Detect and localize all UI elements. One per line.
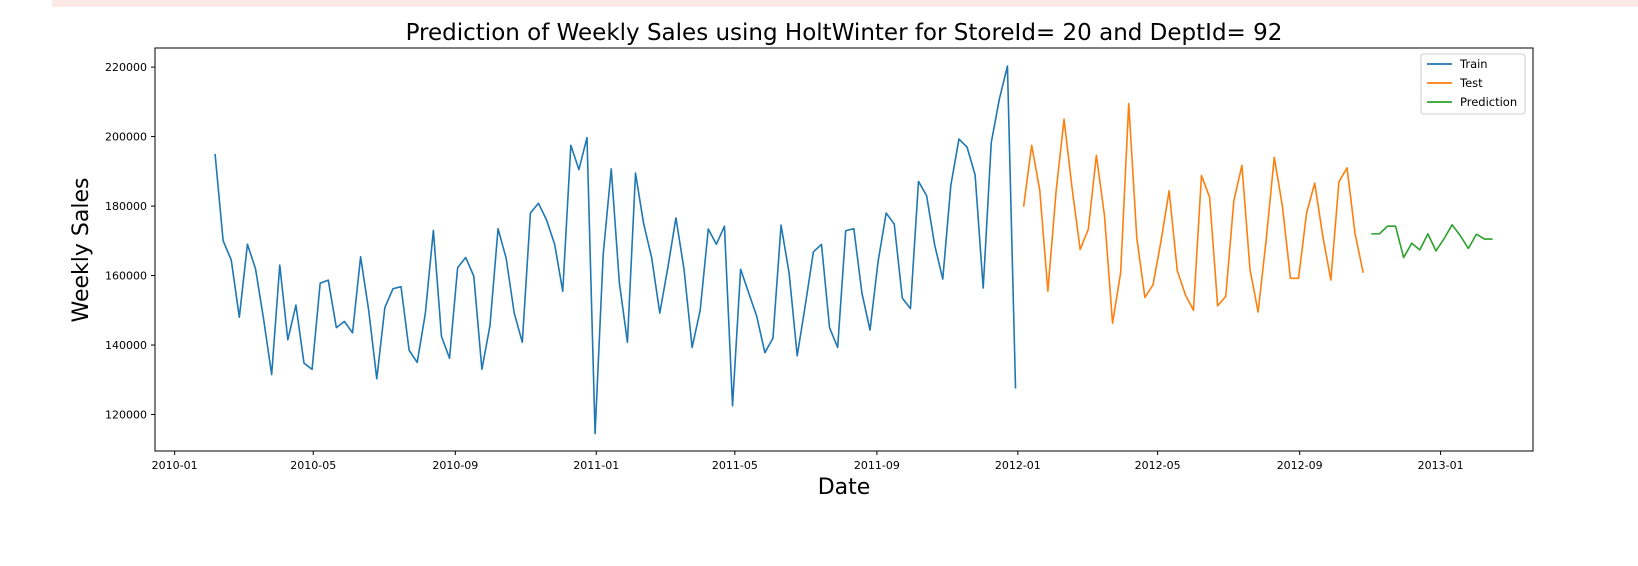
series-line-test <box>1022 102 1364 324</box>
x-tick-label: 2011-09 <box>854 459 900 472</box>
series-line-train <box>214 65 1017 435</box>
series-line-prediction <box>1371 224 1493 259</box>
y-tick-label: 140000 <box>105 339 147 352</box>
legend: Train Test Prediction <box>1420 53 1526 115</box>
legend-label-prediction: Prediction <box>1460 95 1517 109</box>
x-tick-label: 2013-01 <box>1418 459 1464 472</box>
legend-box <box>1420 53 1526 115</box>
top-highlight-band <box>52 0 1638 7</box>
x-tick-label: 2010-05 <box>290 459 336 472</box>
x-tick-label: 2011-05 <box>712 459 758 472</box>
y-tick-label: 220000 <box>105 61 147 74</box>
x-tick-label: 2011-01 <box>573 459 619 472</box>
x-axis-ticks: 2010-01 2010-05 2010-09 2011-01 2011-05 2011-… <box>152 451 1464 472</box>
x-axis-label: Date <box>818 475 871 500</box>
x-tick-label: 2012-09 <box>1277 459 1323 472</box>
y-tick-label: 120000 <box>105 409 147 422</box>
legend-label-train: Train <box>1459 57 1488 71</box>
legend-label-test: Test <box>1459 76 1483 90</box>
x-tick-label: 2010-01 <box>152 459 198 472</box>
y-tick-label: 200000 <box>105 131 147 144</box>
x-tick-label: 2012-01 <box>995 459 1041 472</box>
x-tick-label: 2010-09 <box>432 459 478 472</box>
x-tick-label: 2012-05 <box>1135 459 1181 472</box>
plot-frame <box>154 47 1534 452</box>
series-lines <box>214 65 1493 435</box>
chart-title: Prediction of Weekly Sales using HoltWin… <box>406 20 1283 46</box>
y-tick-label: 160000 <box>105 270 147 283</box>
y-axis-label: Weekly Sales <box>69 178 94 323</box>
y-axis-ticks: 120000 140000 160000 180000 200000 220000 <box>105 61 155 422</box>
y-tick-label: 180000 <box>105 200 147 213</box>
